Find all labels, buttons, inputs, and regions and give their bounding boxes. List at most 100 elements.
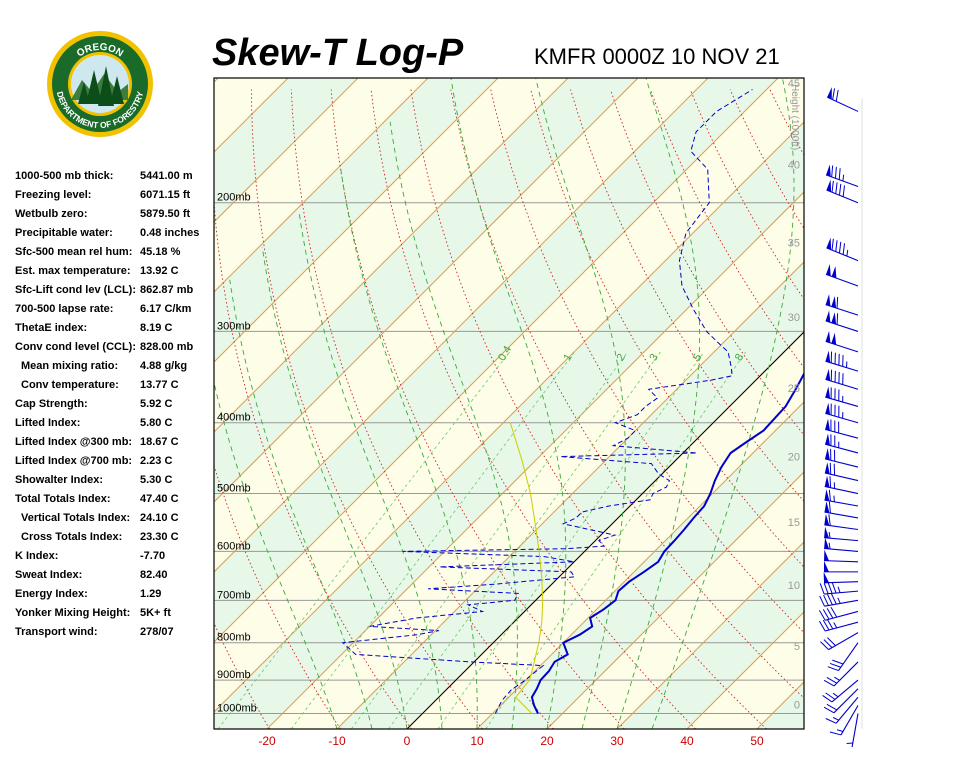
pressure-label: 300mb [217,320,251,332]
isotherm-line [214,78,569,433]
moist-adiabat [214,380,338,729]
wind-barb [824,549,859,563]
index-value: 4.88 g/kg [140,360,188,372]
barb-feather [822,619,830,631]
barb-staff [826,96,859,112]
barb-staff [825,273,859,287]
index-row: Lifted Index: 5.80 C [15,417,215,436]
isotherm-line [616,541,804,729]
dry-adiabat [290,89,554,729]
barb-pennant [827,87,832,100]
index-label: Cap Strength: [15,398,88,410]
moist-adiabat [340,169,478,729]
dry-adiabat [214,464,341,729]
barb-staff [825,610,859,621]
moist-adiabat [229,279,373,729]
wind-barb [825,330,859,353]
pressure-label: 600mb [217,540,251,552]
barb-feather [838,168,841,180]
index-label: ThetaE index: [15,322,88,334]
barb-feather [829,731,842,736]
barb-pennant [825,294,831,307]
x-tick-label: 50 [750,734,764,748]
index-row: Conv cond level (CCL): 828.00 mb [15,341,215,360]
barb-pennant [824,501,830,513]
wind-barb [825,418,859,439]
barb-half-feather [846,249,849,257]
wind-barb [825,368,859,390]
dry-adiabat [890,90,960,729]
moist-adiabat [535,78,626,729]
index-value: 278/07 [140,626,174,638]
moist-adiabat [389,121,518,729]
barb-pennant [825,418,830,431]
index-label: Sfc-Lift cond lev (LCL): [15,284,136,296]
barb-pennant [824,560,829,572]
pressure-label: 400mb [217,412,251,424]
barb-half-feather [833,622,838,629]
barb-staff [838,642,859,671]
index-value: 47.40 C [140,493,179,505]
index-row: Total Totals Index: 47.40 C [15,493,215,512]
index-value: 828.00 mb [140,341,194,353]
wind-barb [826,87,859,112]
barb-feather [831,582,837,594]
barb-staff [824,599,859,607]
index-value: 23.30 C [140,531,179,543]
barb-staff [851,713,859,748]
barb-feather [823,595,829,606]
barb-staff [826,189,859,204]
height-tick-label: 45 [788,78,800,90]
wind-barb [824,513,859,531]
barb-half-feather [834,676,840,681]
barb-half-feather [832,717,839,721]
barb-pennant [824,526,830,539]
dry-adiabat [214,622,270,729]
pressure-label: 800mb [217,632,251,644]
height-tick-label: 35 [788,237,800,249]
barb-half-feather [828,532,831,539]
wind-barb [824,448,859,468]
mixing-ratio-label: 2 [615,352,628,363]
barb-feather [823,639,833,648]
dry-adiabat [610,89,804,436]
index-row: 1000-500 mb thick: 5441.00 m [15,170,215,189]
barb-feather [826,703,838,711]
barb-feather [828,489,831,502]
index-value: 8.19 C [140,322,173,334]
index-row: 700-500 lapse rate: 6.17 C/km [15,303,215,322]
freezing-isotherm [406,331,804,729]
isotherm-line [214,78,429,293]
wind-barb [846,713,859,748]
wind-barb [824,501,859,519]
wind-barb [824,526,859,542]
dry-adiabat [214,196,412,729]
index-row: Sfc-500 mean rel hum: 45.18 % [15,246,215,265]
barb-pennant [826,164,831,177]
barb-pennant [824,549,830,561]
pressure-label: 700mb [217,589,251,601]
chart-title: Skew-T Log-P [212,32,464,74]
wind-barb [829,705,859,736]
temperature-band [214,78,804,712]
barb-feather [829,476,832,488]
barb-feather [826,608,834,619]
barb-pennant [825,310,831,323]
wind-barb [825,386,859,407]
barb-staff [833,688,859,714]
barb-staff [824,537,859,542]
barb-pennant [825,386,831,399]
mixing-ratio-label: 3 [648,352,661,363]
barb-half-feather [837,586,841,593]
isotherm-line [686,611,804,729]
barb-feather [827,594,833,606]
barb-feather [819,583,825,595]
wind-barb [824,462,859,482]
index-row: ThetaE index: 8.19 C [15,322,215,341]
barb-feather [822,609,830,620]
barb-feather [838,241,842,254]
height-tick-label: 15 [788,517,800,529]
barb-pennant [826,179,832,192]
moist-adiabat [261,247,408,729]
barb-feather [831,165,834,177]
